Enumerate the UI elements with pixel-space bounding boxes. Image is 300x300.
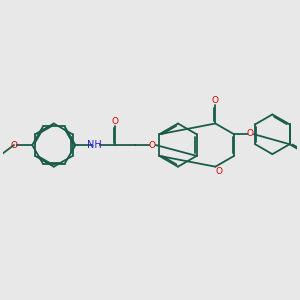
Text: O: O bbox=[112, 117, 119, 126]
Text: O: O bbox=[247, 129, 254, 138]
Text: O: O bbox=[148, 141, 156, 150]
Text: NH: NH bbox=[88, 140, 102, 150]
Text: O: O bbox=[11, 141, 17, 150]
Text: O: O bbox=[212, 96, 219, 105]
Text: O: O bbox=[216, 167, 223, 176]
